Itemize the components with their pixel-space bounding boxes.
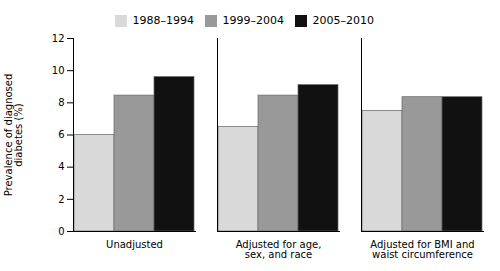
svg-text:Adjusted for BMI andwaist circ: Adjusted for BMI andwaist circumference xyxy=(370,239,474,260)
html-text:1999–2004: 1999–2004 xyxy=(222,14,284,27)
svg-text:Adjusted for age,sex, and race: Adjusted for age,sex, and race xyxy=(236,239,322,260)
svg-text:8: 8 xyxy=(58,97,64,108)
svg-text:2: 2 xyxy=(58,194,64,205)
html-text:2005–2010: 2005–2010 xyxy=(312,14,374,27)
svg-text:4: 4 xyxy=(58,161,64,172)
svg-text:6: 6 xyxy=(58,129,64,140)
html-text:1988–1994: 1988–1994 xyxy=(132,14,194,27)
svg-text:0: 0 xyxy=(58,226,64,237)
svg-text:Unadjusted: Unadjusted xyxy=(106,239,163,250)
svg-text:10: 10 xyxy=(52,65,65,76)
svg-text:Prevalence of diagnoseddiabete: Prevalence of diagnoseddiabetes (%) xyxy=(3,74,24,197)
svg-text:12: 12 xyxy=(52,33,65,44)
